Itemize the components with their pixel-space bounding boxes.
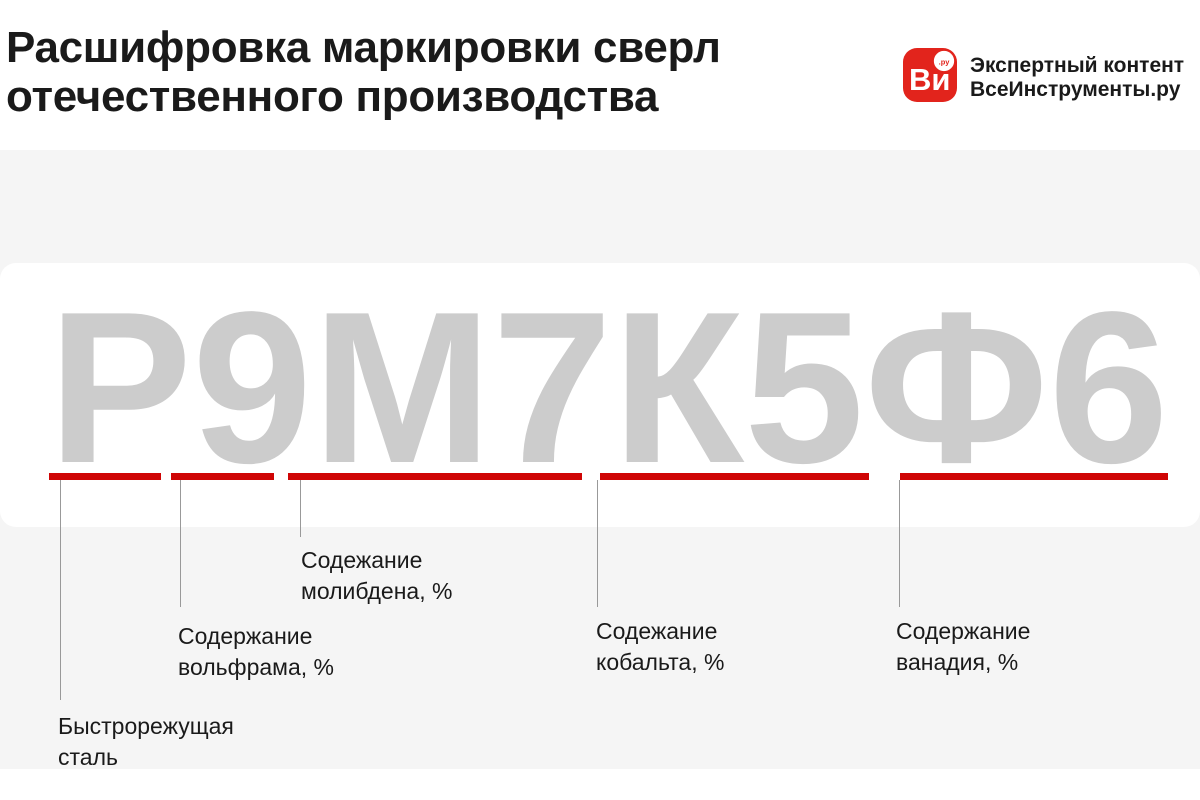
svg-text:.ру: .ру (939, 58, 951, 67)
